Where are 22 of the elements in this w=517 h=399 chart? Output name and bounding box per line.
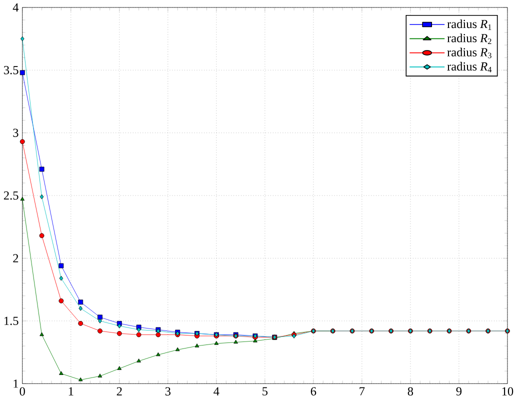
y-tick-label: 3 <box>13 128 18 137</box>
y-tick-label: 4 <box>12 3 19 12</box>
x-tick-label: 7 <box>360 387 365 396</box>
legend-label: radius R$_{3}$ <box>447 48 492 58</box>
x-tick-label: 9 <box>456 387 462 396</box>
y-tick-label: 1.5 <box>4 316 18 326</box>
x-tick-label: 6 <box>310 387 316 396</box>
x-tick-label: 8 <box>408 387 414 396</box>
y-tick-label: 3.5 <box>4 66 18 74</box>
x-tick-label: 1 <box>68 387 74 396</box>
legend-label: radius R$_{1}$ <box>447 20 492 30</box>
legend-label: radius R$_{2}$ <box>447 34 492 44</box>
x-tick-label: 10 <box>502 387 514 396</box>
y-tick-label: 2 <box>13 254 18 262</box>
x-tick-label: 4 <box>214 387 220 396</box>
y-tick-label: 2.5 <box>4 191 18 200</box>
legend-label: radius R$_{4}$ <box>447 62 492 72</box>
x-tick-label: 2 <box>116 387 122 396</box>
x-tick-label: 5 <box>262 387 268 396</box>
x-tick-label: 3 <box>165 387 170 396</box>
x-tick-label: 0 <box>20 387 25 396</box>
y-tick-label: 1 <box>14 380 18 388</box>
